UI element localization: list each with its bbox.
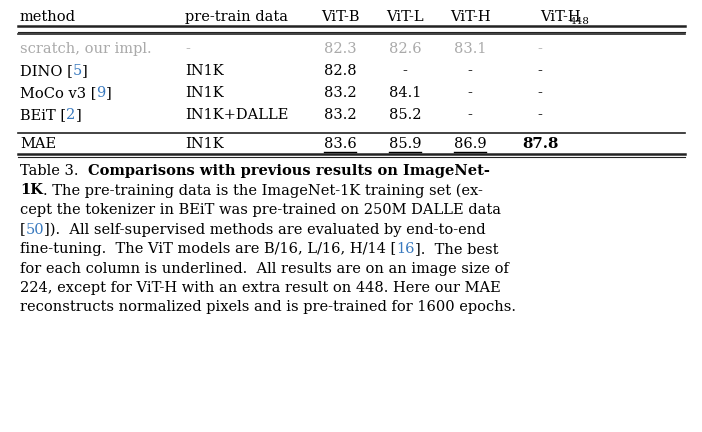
Text: 82.3: 82.3 [324,42,357,56]
Text: pre-train data: pre-train data [185,10,288,24]
Text: IN1K+DALLE: IN1K+DALLE [185,108,289,122]
Text: 85.2: 85.2 [389,108,421,122]
Text: 83.2: 83.2 [324,86,357,100]
Text: 2: 2 [66,108,75,122]
Text: cept the tokenizer in BEiT was pre-trained on 250M DALLE data: cept the tokenizer in BEiT was pre-train… [20,203,501,217]
Text: IN1K: IN1K [185,86,224,100]
Text: -: - [468,108,472,122]
Text: DINO [: DINO [ [20,64,73,78]
Text: -: - [468,86,472,100]
Text: ViT-B: ViT-B [321,10,359,24]
Text: -: - [538,64,543,78]
Text: 9: 9 [96,86,106,100]
Text: 82.8: 82.8 [324,64,357,78]
Text: ]: ] [106,86,112,100]
Text: -: - [185,42,190,56]
Text: 87.8: 87.8 [522,137,558,151]
Text: reconstructs normalized pixels and is pre-trained for 1600 epochs.: reconstructs normalized pixels and is pr… [20,301,516,314]
Text: 86.9: 86.9 [453,137,486,151]
Text: 83.1: 83.1 [453,42,486,56]
Text: 50: 50 [26,222,44,236]
Text: MoCo v3 [: MoCo v3 [ [20,86,96,100]
Text: 83.2: 83.2 [324,108,357,122]
Text: for each column is underlined.  All results are on an image size of: for each column is underlined. All resul… [20,261,509,276]
Text: 82.6: 82.6 [389,42,421,56]
Text: 1K: 1K [20,184,43,197]
Text: ]: ] [82,64,88,78]
Text: 85.9: 85.9 [389,137,421,151]
Text: 84.1: 84.1 [389,86,421,100]
Text: 16: 16 [396,242,415,256]
Text: ViT-L: ViT-L [386,10,424,24]
Text: . The pre-training data is the ImageNet-1K training set (ex-: . The pre-training data is the ImageNet-… [43,184,483,198]
Text: ]).  All self-supervised methods are evaluated by end-to-end: ]). All self-supervised methods are eval… [44,222,486,237]
Text: Table 3.: Table 3. [20,164,88,178]
Text: 5: 5 [73,64,82,78]
Text: IN1K: IN1K [185,64,224,78]
Text: IN1K: IN1K [185,137,224,151]
Text: ViT-H: ViT-H [540,10,581,24]
Text: MAE: MAE [20,137,56,151]
Text: ].  The best: ]. The best [415,242,498,256]
Text: -: - [538,86,543,100]
Text: method: method [20,10,76,24]
Text: -: - [538,42,543,56]
Text: [: [ [20,222,26,236]
Text: ViT-H: ViT-H [450,10,490,24]
Text: 448: 448 [570,16,590,25]
Text: 224, except for ViT-H with an extra result on 448. Here our MAE: 224, except for ViT-H with an extra resu… [20,281,501,295]
Text: BEiT [: BEiT [ [20,108,66,122]
Text: -: - [402,64,407,78]
Text: scratch, our impl.: scratch, our impl. [20,42,152,56]
Text: fine-tuning.  The ViT models are B/16, L/16, H/14 [: fine-tuning. The ViT models are B/16, L/… [20,242,396,256]
Text: -: - [538,108,543,122]
Text: 83.6: 83.6 [324,137,357,151]
Text: -: - [468,64,472,78]
Text: ]: ] [75,108,81,122]
Text: Comparisons with previous results on ImageNet-: Comparisons with previous results on Ima… [88,164,489,178]
